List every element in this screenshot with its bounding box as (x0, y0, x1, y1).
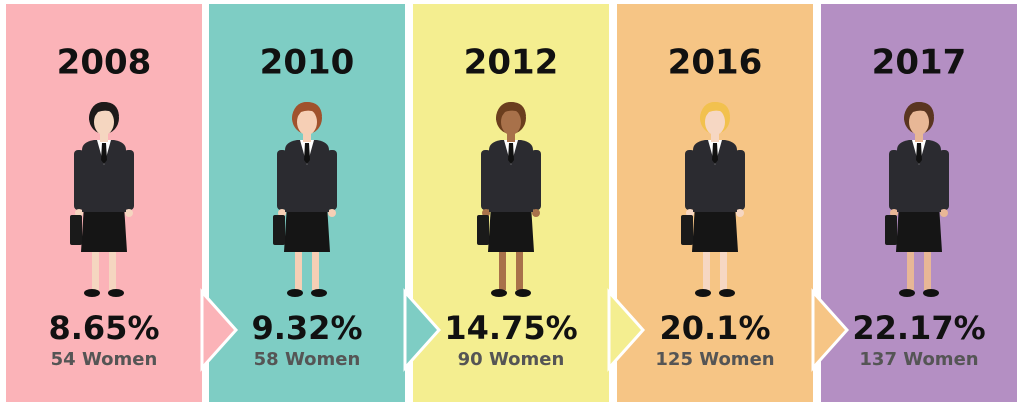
women-count: 137 Women (859, 349, 978, 370)
chevron (200, 288, 239, 372)
neck (303, 130, 311, 142)
skirt (488, 205, 534, 252)
year: 2017 (872, 43, 967, 83)
chevron (607, 288, 646, 372)
skirt (896, 205, 942, 252)
woman-figure (273, 102, 337, 297)
arm (277, 150, 287, 210)
arm (124, 150, 134, 210)
tie (712, 143, 718, 164)
percentage: 22.17% (852, 309, 985, 347)
leg (312, 248, 319, 290)
woman-figure (477, 102, 541, 297)
arm (685, 150, 695, 210)
briefcase (477, 215, 489, 245)
arm (74, 150, 84, 210)
neck (507, 130, 515, 142)
leg (907, 248, 914, 290)
leg (109, 248, 116, 290)
skirt (81, 205, 127, 252)
face (94, 109, 114, 135)
jacket (82, 140, 126, 212)
hair-top (89, 102, 119, 120)
women-count: 90 Women (458, 349, 565, 370)
jacket (693, 140, 737, 212)
hair-top (904, 102, 934, 120)
face (705, 109, 725, 135)
woman-figure (681, 102, 745, 297)
tie (508, 143, 514, 164)
leg (516, 248, 523, 290)
hand (328, 209, 336, 217)
briefcase (70, 215, 82, 245)
face (909, 109, 929, 135)
arm (735, 150, 745, 210)
year: 2012 (464, 43, 559, 83)
woman-figure (70, 102, 134, 297)
shoe (311, 289, 327, 297)
leg (720, 248, 727, 290)
year: 2010 (260, 43, 355, 83)
face (297, 109, 317, 135)
hand (532, 209, 540, 217)
shoe (491, 289, 507, 297)
shoe (287, 289, 303, 297)
briefcase (681, 215, 693, 245)
chevron (403, 288, 442, 372)
jacket (897, 140, 941, 212)
leg (295, 248, 302, 290)
skirt (692, 205, 738, 252)
arm (327, 150, 337, 210)
chevron (811, 288, 850, 372)
leg (703, 248, 710, 290)
percentage: 20.1% (659, 309, 770, 347)
face (501, 109, 521, 135)
arm (481, 150, 491, 210)
hand (940, 209, 948, 217)
women-count: 54 Women (51, 349, 158, 370)
tie (916, 143, 922, 164)
hair-top (292, 102, 322, 120)
tie (101, 143, 107, 164)
percentage: 9.32% (251, 309, 362, 347)
year: 2016 (668, 43, 763, 83)
shoe (923, 289, 939, 297)
hair-top (496, 102, 526, 120)
hand (736, 209, 744, 217)
percentage: 8.65% (48, 309, 159, 347)
shoe (84, 289, 100, 297)
women-count: 58 Women (254, 349, 361, 370)
woman-figure (885, 102, 949, 297)
jacket (489, 140, 533, 212)
year: 2008 (57, 43, 152, 83)
shoe (899, 289, 915, 297)
arm (939, 150, 949, 210)
briefcase (273, 215, 285, 245)
leg (924, 248, 931, 290)
skirt (284, 205, 330, 252)
tie (304, 143, 310, 164)
neck (711, 130, 719, 142)
arm (531, 150, 541, 210)
shoe (108, 289, 124, 297)
neck (915, 130, 923, 142)
hand (125, 209, 133, 217)
percentage: 14.75% (444, 309, 577, 347)
briefcase (885, 215, 897, 245)
shoe (719, 289, 735, 297)
jacket (285, 140, 329, 212)
shoe (515, 289, 531, 297)
leg (92, 248, 99, 290)
leg (499, 248, 506, 290)
neck (100, 130, 108, 142)
arm (889, 150, 899, 210)
women-count: 125 Women (655, 349, 774, 370)
hair-top (700, 102, 730, 120)
shoe (695, 289, 711, 297)
